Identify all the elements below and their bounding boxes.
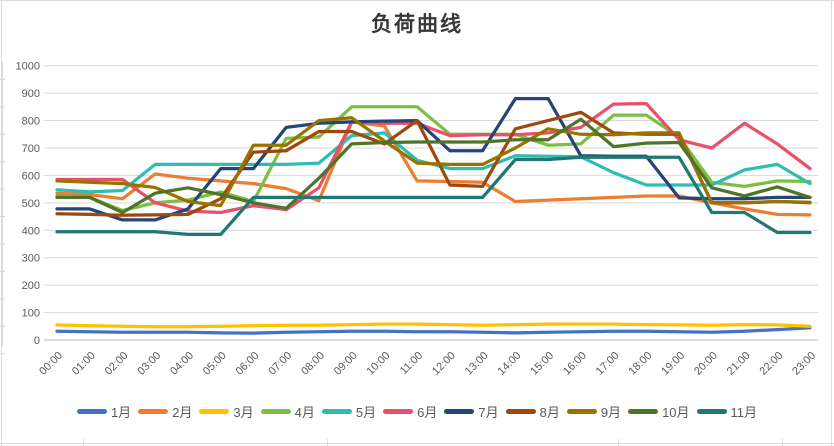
x-tick-label: 09:00 (332, 350, 360, 378)
x-tick-label: 11:00 (398, 350, 425, 377)
x-tick-label: 00:00 (37, 350, 65, 378)
legend-label: 6月 (417, 405, 438, 420)
legend-swatch (76, 409, 107, 414)
x-tick-label: 17:00 (594, 350, 622, 378)
legend-label: 4月 (294, 405, 315, 420)
x-tick-label: 14:00 (496, 350, 524, 378)
y-tick-label: 600 (22, 170, 40, 182)
legend-swatch (199, 409, 230, 414)
y-tick-label: 100 (22, 308, 40, 320)
x-tick-label: 08:00 (299, 350, 327, 378)
legend-item-3月[interactable]: 3月 (199, 402, 254, 421)
y-tick-label: 800 (22, 116, 40, 128)
series-line-11月 (55, 155, 812, 237)
legend-item-9月[interactable]: 9月 (566, 402, 622, 421)
x-tick-label: 03:00 (135, 350, 163, 378)
x-tick-label: 12:00 (430, 350, 458, 378)
x-tick-label: 10:00 (365, 350, 393, 378)
chart-title: 负荷曲线 (371, 11, 463, 36)
chart-legend: 1月 2月 3月 4月 5月 6月 7月 8月 9月 10月 11月 (0, 402, 834, 421)
x-tick-label: 15:00 (528, 350, 556, 378)
x-tick-label: 05:00 (201, 350, 229, 378)
legend-swatch (321, 409, 352, 414)
y-tick-label: 300 (22, 253, 40, 265)
x-tick-label: 02:00 (103, 350, 131, 378)
x-tick-label: 13:00 (463, 350, 491, 378)
series-line-1月 (55, 326, 812, 335)
x-tick-label: 04:00 (168, 350, 196, 378)
sheet-column-tick (83, 439, 84, 446)
legend-swatch (444, 409, 475, 414)
legend-label: 7月 (478, 405, 499, 420)
x-tick-label: 18:00 (626, 350, 654, 378)
x-tick-label: 16:00 (561, 350, 589, 378)
legend-swatch (383, 409, 414, 414)
legend-item-2月[interactable]: 2月 (138, 402, 192, 421)
legend-swatch (696, 409, 727, 414)
legend-label: 10月 (662, 405, 690, 420)
x-tick-label: 22:00 (757, 350, 785, 378)
legend-item-5月[interactable]: 5月 (321, 402, 377, 421)
x-tick-label: 23:00 (790, 350, 818, 378)
legend-label: 11月 (730, 405, 758, 420)
sheet-column-tick (327, 439, 328, 446)
series-line-10月 (55, 117, 812, 215)
x-tick-label: 19:00 (659, 350, 687, 378)
y-tick-label: 900 (22, 88, 40, 100)
y-tick-label: 1000 (16, 61, 40, 73)
legend-label: 3月 (233, 405, 254, 420)
legend-item-8月[interactable]: 8月 (505, 402, 560, 421)
sheet-border-top (0, 0, 834, 1)
legend-item-1月[interactable]: 1月 (76, 402, 132, 421)
legend-item-6月[interactable]: 6月 (383, 402, 437, 421)
sheet-border-left (1, 0, 2, 446)
x-tick-label: 07:00 (266, 350, 294, 378)
legend-swatch (628, 409, 659, 414)
sheet-column-tick (782, 439, 783, 446)
legend-item-10月[interactable]: 10月 (628, 402, 690, 421)
legend-swatch (566, 409, 597, 414)
plot-area: 0 100 200 300 400 500 600 700 800 900 1000 00:00 01:… (0, 61, 818, 378)
sheet-column-tick (618, 439, 619, 446)
y-tick-label: 0 (34, 335, 40, 347)
legend-swatch (138, 409, 169, 414)
legend-item-11月[interactable]: 11月 (696, 402, 758, 421)
legend-label: 1月 (110, 405, 132, 420)
legend-label: 2月 (172, 405, 193, 420)
legend-item-7月[interactable]: 7月 (444, 402, 499, 421)
x-tick-label: 20:00 (692, 350, 720, 378)
y-tick-label: 700 (22, 143, 40, 155)
x-tick-label: 21:00 (725, 350, 753, 378)
legend-label: 5月 (355, 405, 377, 420)
legend-label: 8月 (539, 405, 560, 420)
sheet-border-bottom (0, 443, 834, 444)
legend-label: 9月 (600, 405, 622, 420)
series-line-9月 (55, 116, 812, 208)
y-tick-label: 500 (22, 198, 40, 210)
legend-item-4月[interactable]: 4月 (260, 402, 315, 421)
series-line-7月 (55, 96, 812, 222)
y-tick-label: 400 (22, 225, 40, 237)
x-tick-label: 01:00 (70, 350, 98, 378)
legend-swatch (260, 409, 291, 414)
legend-swatch (505, 409, 536, 414)
y-tick-label: 200 (22, 280, 40, 292)
sheet-border-right (831, 0, 832, 446)
series-line-3月 (55, 322, 812, 329)
x-tick-label: 06:00 (234, 350, 262, 378)
